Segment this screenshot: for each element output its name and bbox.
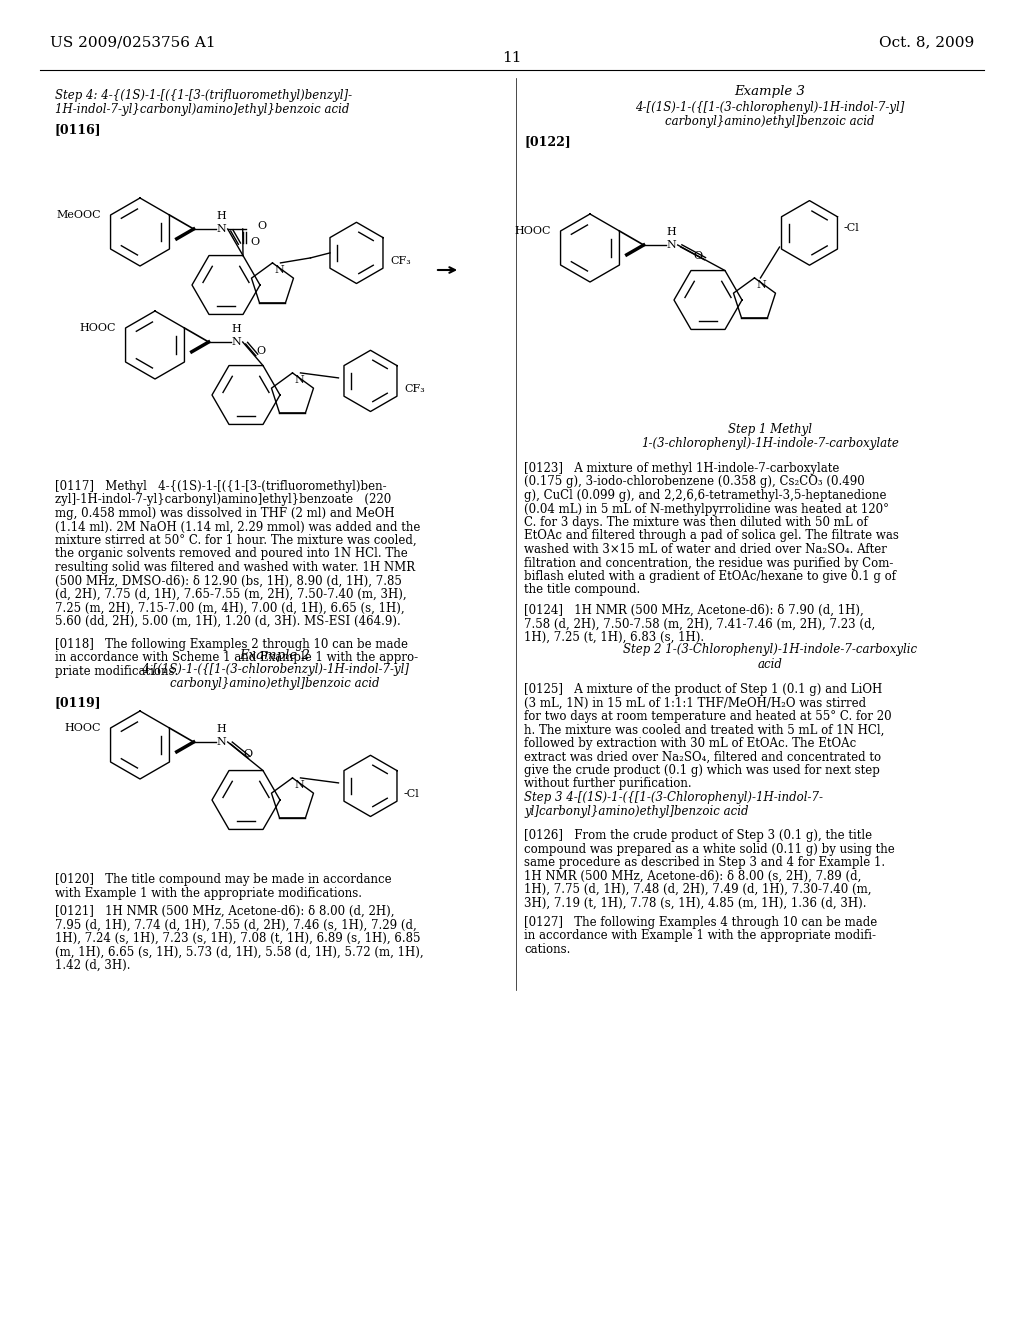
Text: (0.175 g), 3-iodo-chlorobenzene (0.358 g), Cs₂CO₃ (0.490: (0.175 g), 3-iodo-chlorobenzene (0.358 g… <box>524 475 864 488</box>
Text: 7.58 (d, 2H), 7.50-7.58 (m, 2H), 7.41-7.46 (m, 2H), 7.23 (d,: 7.58 (d, 2H), 7.50-7.58 (m, 2H), 7.41-7.… <box>524 618 876 631</box>
Text: 3H), 7.19 (t, 1H), 7.78 (s, 1H), 4.85 (m, 1H), 1.36 (d, 3H).: 3H), 7.19 (t, 1H), 7.78 (s, 1H), 4.85 (m… <box>524 896 866 909</box>
Text: US 2009/0253756 A1: US 2009/0253756 A1 <box>50 36 216 49</box>
Text: 11: 11 <box>502 51 522 65</box>
Text: 4-[(1S)-1-({[1-(3-chlorobenzyl)-1H-indol-7-yl]: 4-[(1S)-1-({[1-(3-chlorobenzyl)-1H-indol… <box>141 664 409 676</box>
Text: [0119]: [0119] <box>55 697 101 710</box>
Text: (0.04 mL) in 5 mL of N-methylpyrrolidine was heated at 120°: (0.04 mL) in 5 mL of N-methylpyrrolidine… <box>524 503 889 516</box>
Text: extract was dried over Na₂SO₄, filtered and concentrated to: extract was dried over Na₂SO₄, filtered … <box>524 751 881 763</box>
Text: [0120]   The title compound may be made in accordance: [0120] The title compound may be made in… <box>55 873 391 886</box>
Text: the organic solvents removed and poured into 1N HCl. The: the organic solvents removed and poured … <box>55 548 408 561</box>
Text: MeOOC: MeOOC <box>56 210 101 220</box>
Text: H: H <box>667 227 677 238</box>
Text: [0125]   A mixture of the product of Step 1 (0.1 g) and LiOH: [0125] A mixture of the product of Step … <box>524 682 883 696</box>
Text: in accordance with Scheme 1 and Example 1 with the appro-: in accordance with Scheme 1 and Example … <box>55 652 418 664</box>
Text: 1H), 7.24 (s, 1H), 7.23 (s, 1H), 7.08 (t, 1H), 6.89 (s, 1H), 6.85: 1H), 7.24 (s, 1H), 7.23 (s, 1H), 7.08 (t… <box>55 932 421 945</box>
Text: followed by extraction with 30 mL of EtOAc. The EtOAc: followed by extraction with 30 mL of EtO… <box>524 737 856 750</box>
Text: 1.42 (d, 3H).: 1.42 (d, 3H). <box>55 960 130 972</box>
Text: 1H), 7.25 (t, 1H), 6.83 (s, 1H).: 1H), 7.25 (t, 1H), 6.83 (s, 1H). <box>524 631 705 644</box>
Text: H: H <box>217 211 226 220</box>
Text: N: N <box>295 780 304 789</box>
Text: (3 mL, 1N) in 15 mL of 1:1:1 THF/MeOH/H₂O was stirred: (3 mL, 1N) in 15 mL of 1:1:1 THF/MeOH/H₂… <box>524 697 866 710</box>
Text: cations.: cations. <box>524 942 570 956</box>
Text: H: H <box>217 723 226 734</box>
Text: Step 3 4-[(1S)-1-({[1-(3-Chlorophenyl)-1H-indol-7-: Step 3 4-[(1S)-1-({[1-(3-Chlorophenyl)-1… <box>524 791 823 804</box>
Text: 1H-indol-7-yl}carbonyl)amino]ethyl}benzoic acid: 1H-indol-7-yl}carbonyl)amino]ethyl}benzo… <box>55 103 349 116</box>
Text: Step 4: 4-{(1S)-1-[({1-[3-(trifluoromethyl)benzyl]-: Step 4: 4-{(1S)-1-[({1-[3-(trifluorometh… <box>55 88 352 102</box>
Text: HOOC: HOOC <box>80 323 116 333</box>
Text: O: O <box>258 220 267 231</box>
Text: [0121]   1H NMR (500 MHz, Acetone-d6): δ 8.00 (d, 2H),: [0121] 1H NMR (500 MHz, Acetone-d6): δ 8… <box>55 906 394 917</box>
Text: yl]carbonyl}amino)ethyl]benzoic acid: yl]carbonyl}amino)ethyl]benzoic acid <box>524 804 749 817</box>
Text: give the crude product (0.1 g) which was used for next step: give the crude product (0.1 g) which was… <box>524 764 880 777</box>
Text: with Example 1 with the appropriate modifications.: with Example 1 with the appropriate modi… <box>55 887 362 899</box>
Text: HOOC: HOOC <box>514 226 551 236</box>
Text: CF₃: CF₃ <box>404 384 425 393</box>
Text: Example 2: Example 2 <box>240 648 310 661</box>
Text: EtOAc and filtered through a pad of solica gel. The filtrate was: EtOAc and filtered through a pad of soli… <box>524 529 899 543</box>
Text: N: N <box>274 265 285 275</box>
Text: 1H), 7.75 (d, 1H), 7.48 (d, 2H), 7.49 (d, 1H), 7.30-7.40 (m,: 1H), 7.75 (d, 1H), 7.48 (d, 2H), 7.49 (d… <box>524 883 871 896</box>
Text: carbonyl}amino)ethyl]benzoic acid: carbonyl}amino)ethyl]benzoic acid <box>666 115 874 128</box>
Text: resulting solid was filtered and washed with water. 1H NMR: resulting solid was filtered and washed … <box>55 561 415 574</box>
Text: N: N <box>217 224 226 234</box>
Text: washed with 3×15 mL of water and dried over Na₂SO₄. After: washed with 3×15 mL of water and dried o… <box>524 543 887 556</box>
Text: (d, 2H), 7.75 (d, 1H), 7.65-7.55 (m, 2H), 7.50-7.40 (m, 3H),: (d, 2H), 7.75 (d, 1H), 7.65-7.55 (m, 2H)… <box>55 587 407 601</box>
Text: g), CuCl (0.099 g), and 2,2,6,6-tetramethyl-3,5-heptanedione: g), CuCl (0.099 g), and 2,2,6,6-tetramet… <box>524 488 887 502</box>
Text: without further purification.: without further purification. <box>524 777 691 791</box>
Text: [0124]   1H NMR (500 MHz, Acetone-d6): δ 7.90 (d, 1H),: [0124] 1H NMR (500 MHz, Acetone-d6): δ 7… <box>524 605 864 616</box>
Text: 1H NMR (500 MHz, Acetone-d6): δ 8.00 (s, 2H), 7.89 (d,: 1H NMR (500 MHz, Acetone-d6): δ 8.00 (s,… <box>524 870 861 883</box>
Text: 7.25 (m, 2H), 7.15-7.00 (m, 4H), 7.00 (d, 1H), 6.65 (s, 1H),: 7.25 (m, 2H), 7.15-7.00 (m, 4H), 7.00 (d… <box>55 602 404 615</box>
Text: O: O <box>257 346 266 356</box>
Text: 5.60 (dd, 2H), 5.00 (m, 1H), 1.20 (d, 3H). MS-ESI (464.9).: 5.60 (dd, 2H), 5.00 (m, 1H), 1.20 (d, 3H… <box>55 615 400 628</box>
Text: Oct. 8, 2009: Oct. 8, 2009 <box>879 36 974 49</box>
Text: CF₃: CF₃ <box>390 256 411 265</box>
Text: (500 MHz, DMSO-d6): δ 12.90 (bs, 1H), 8.90 (d, 1H), 7.85: (500 MHz, DMSO-d6): δ 12.90 (bs, 1H), 8.… <box>55 574 401 587</box>
Text: O: O <box>251 238 260 247</box>
Text: h. The mixture was cooled and treated with 5 mL of 1N HCl,: h. The mixture was cooled and treated wi… <box>524 723 885 737</box>
Text: (1.14 ml). 2M NaOH (1.14 ml, 2.29 mmol) was added and the: (1.14 ml). 2M NaOH (1.14 ml, 2.29 mmol) … <box>55 520 421 533</box>
Text: for two days at room temperature and heated at 55° C. for 20: for two days at room temperature and hea… <box>524 710 892 723</box>
Text: mixture stirred at 50° C. for 1 hour. The mixture was cooled,: mixture stirred at 50° C. for 1 hour. Th… <box>55 535 417 546</box>
Text: filtration and concentration, the residue was purified by Com-: filtration and concentration, the residu… <box>524 557 893 569</box>
Text: 4-[(1S)-1-({[1-(3-chlorophenyl)-1H-indol-7-yl]: 4-[(1S)-1-({[1-(3-chlorophenyl)-1H-indol… <box>635 100 904 114</box>
Text: [0118]   The following Examples 2 through 10 can be made: [0118] The following Examples 2 through … <box>55 638 408 651</box>
Text: -Cl: -Cl <box>403 789 419 799</box>
Text: HOOC: HOOC <box>65 723 101 733</box>
Text: N: N <box>667 240 677 249</box>
Text: Step 1 Methyl: Step 1 Methyl <box>728 424 812 437</box>
Text: O: O <box>244 750 253 759</box>
Text: same procedure as described in Step 3 and 4 for Example 1.: same procedure as described in Step 3 an… <box>524 855 885 869</box>
Text: [0117]   Methyl   4-{(1S)-1-[({1-[3-(trifluoromethyl)ben-: [0117] Methyl 4-{(1S)-1-[({1-[3-(trifluo… <box>55 480 387 492</box>
Text: H: H <box>231 323 242 334</box>
Text: N: N <box>295 375 304 385</box>
Text: (m, 1H), 6.65 (s, 1H), 5.73 (d, 1H), 5.58 (d, 1H), 5.72 (m, 1H),: (m, 1H), 6.65 (s, 1H), 5.73 (d, 1H), 5.5… <box>55 945 424 958</box>
Text: zyl]-1H-indol-7-yl}carbonyl)amino]ethyl}benzoate   (220: zyl]-1H-indol-7-yl}carbonyl)amino]ethyl}… <box>55 494 391 507</box>
Text: [0126]   From the crude product of Step 3 (0.1 g), the title: [0126] From the crude product of Step 3 … <box>524 829 872 842</box>
Text: carbonyl}amino)ethyl]benzoic acid: carbonyl}amino)ethyl]benzoic acid <box>170 677 380 690</box>
Text: biflash eluted with a gradient of EtOAc/hexane to give 0.1 g of: biflash eluted with a gradient of EtOAc/… <box>524 570 896 583</box>
Text: 1-(3-chlorophenyl)-1H-indole-7-carboxylate: 1-(3-chlorophenyl)-1H-indole-7-carboxyla… <box>641 437 899 450</box>
Text: O: O <box>693 251 702 261</box>
Text: Step 2 1-(3-Chlorophenyl)-1H-indole-7-carboxylic: Step 2 1-(3-Chlorophenyl)-1H-indole-7-ca… <box>623 644 918 656</box>
Text: 7.95 (d, 1H), 7.74 (d, 1H), 7.55 (d, 2H), 7.46 (s, 1H), 7.29 (d,: 7.95 (d, 1H), 7.74 (d, 1H), 7.55 (d, 2H)… <box>55 919 417 932</box>
Text: the title compound.: the title compound. <box>524 583 640 597</box>
Text: acid: acid <box>758 657 782 671</box>
Text: N: N <box>757 280 766 290</box>
Text: [0116]: [0116] <box>55 124 101 136</box>
Text: in accordance with Example 1 with the appropriate modifi-: in accordance with Example 1 with the ap… <box>524 929 876 942</box>
Text: [0123]   A mixture of methyl 1H-indole-7-carboxylate: [0123] A mixture of methyl 1H-indole-7-c… <box>524 462 840 475</box>
Text: [0122]: [0122] <box>524 136 570 149</box>
Text: Example 3: Example 3 <box>734 86 806 99</box>
Text: mg, 0.458 mmol) was dissolved in THF (2 ml) and MeOH: mg, 0.458 mmol) was dissolved in THF (2 … <box>55 507 394 520</box>
Text: C. for 3 days. The mixture was then diluted with 50 mL of: C. for 3 days. The mixture was then dilu… <box>524 516 867 529</box>
Text: priate modifications.: priate modifications. <box>55 665 178 678</box>
Text: N: N <box>217 737 226 747</box>
Text: [0127]   The following Examples 4 through 10 can be made: [0127] The following Examples 4 through … <box>524 916 878 929</box>
Text: -Cl: -Cl <box>844 223 859 232</box>
Text: N: N <box>231 337 242 347</box>
Text: compound was prepared as a white solid (0.11 g) by using the: compound was prepared as a white solid (… <box>524 842 895 855</box>
